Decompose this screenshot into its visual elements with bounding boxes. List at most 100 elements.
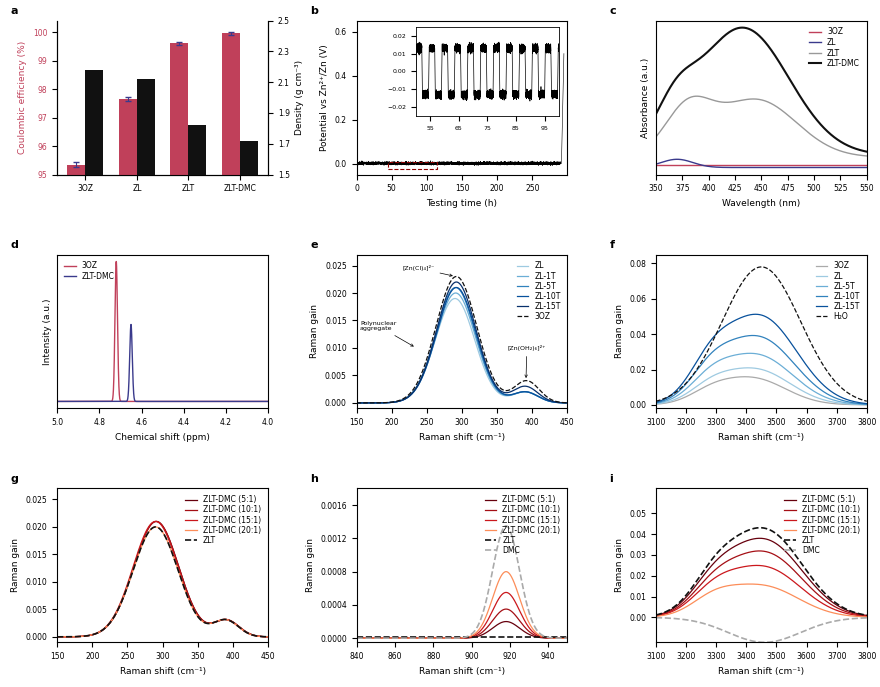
ZL-10T [533,392,544,401]
Y-axis label: Intensity (a.u.): Intensity (a.u.) [42,298,52,365]
Text: i: i [610,474,613,484]
Line: ZLT-DMC (15:1): ZLT-DMC (15:1) [656,565,867,616]
ZLT-DMC (10:1) [263,633,274,641]
ZLT [562,633,573,641]
Bar [119,99,137,687]
ZL-15T [533,389,544,397]
H₂O [862,397,872,405]
3OZ [650,400,661,408]
ZLT-DMC (5:1) [174,566,185,574]
ZL-15T [474,337,485,346]
ZLT-DMC [862,148,872,156]
ZL-10T [480,358,490,366]
3OZ [257,397,268,405]
ZL [857,164,868,172]
ZLT-DMC (5:1) [832,602,843,610]
ZL [766,164,776,172]
3OZ [765,161,775,170]
ZLT-DMC (15:1) [263,633,274,641]
DMC [785,633,796,641]
3OZ [779,384,789,392]
ZL-10T [862,400,872,408]
ZLT-DMC (20:1) [650,612,661,620]
X-axis label: Raman shift (cm⁻¹): Raman shift (cm⁻¹) [120,666,206,675]
ZL-5T [474,343,485,351]
ZL-1T [480,362,490,370]
3OZ [351,399,362,407]
ZL [650,160,661,168]
ZL-5T [364,398,375,407]
ZLT-DMC (10:1) [533,633,544,641]
ZLT-DMC (15:1) [810,595,821,603]
ZL-15T [650,398,661,406]
ZL-5T [562,398,573,407]
ZL-15T [664,392,674,401]
DMC [473,620,484,628]
DMC [562,634,573,642]
DMC [650,613,661,622]
Y-axis label: Raman gain: Raman gain [615,539,624,592]
Text: a: a [11,6,18,16]
H₂O [664,392,674,401]
ZLT-DMC (5:1) [65,633,76,641]
X-axis label: Raman shift (cm⁻¹): Raman shift (cm⁻¹) [419,666,505,675]
ZLT-DMC (10:1) [212,617,223,625]
Line: ZL-15T: ZL-15T [656,314,867,403]
Line: DMC: DMC [656,618,867,642]
ZLT [150,523,161,531]
Text: b: b [311,6,318,16]
3OZ [451,272,462,280]
Line: ZL-15T: ZL-15T [356,282,568,403]
ZLT-DMC (10:1) [174,566,185,574]
3OZ [52,397,62,405]
ZLT-DMC (15:1) [351,634,362,642]
ZLT-DMC (5:1) [212,617,223,625]
Bar [137,79,155,405]
X-axis label: Wavelength (nm): Wavelength (nm) [722,199,801,207]
ZLT-DMC [824,129,834,137]
ZLT-DMC (20:1) [810,603,821,611]
ZLT-DMC (20:1) [234,623,245,631]
ZLT-DMC (5:1) [779,546,789,554]
ZLT-DMC [766,45,776,53]
ZL-15T [832,392,843,400]
Bar [188,125,206,405]
ZLT-DMC (15:1) [180,585,191,593]
ZLT-DMC (15:1) [174,568,185,576]
ZL-5T [451,284,461,292]
ZLT-DMC (10:1) [364,634,375,642]
ZLT-DMC (15:1) [533,631,544,640]
ZLT [755,523,766,532]
ZLT-DMC (20:1) [533,631,544,639]
ZL-5T [664,396,674,404]
ZL-15T [562,398,573,407]
3OZ [810,396,821,405]
ZLT-DMC (10:1) [779,557,789,565]
ZL-10T [486,374,496,383]
ZLT-DMC [257,397,268,405]
ZLT-DMC [650,110,661,118]
ZLT-DMC [752,30,763,38]
ZLT-DMC (10:1) [151,517,162,526]
ZLT-DMC (15:1) [779,570,789,578]
ZL [774,372,784,381]
Line: ZLT-DMC (20:1): ZLT-DMC (20:1) [57,527,268,637]
Line: ZL-10T: ZL-10T [356,287,568,403]
ZL-5T [810,388,821,396]
3OZ [111,258,121,266]
H₂O [756,263,766,271]
3OZ [785,387,796,395]
DMC [779,635,789,643]
ZL [743,363,753,372]
ZLT-DMC (5:1) [187,599,197,607]
ZLT [480,633,490,641]
ZLT-DMC (5:1) [664,607,674,615]
Text: e: e [311,240,318,250]
ZLT [180,587,191,596]
ZL [562,398,573,407]
Line: ZLT-DMC (20:1): ZLT-DMC (20:1) [356,572,568,638]
3OZ [511,381,522,390]
ZL-1T [562,398,573,407]
ZLT [752,95,762,103]
Line: ZLT-DMC: ZLT-DMC [656,27,867,152]
